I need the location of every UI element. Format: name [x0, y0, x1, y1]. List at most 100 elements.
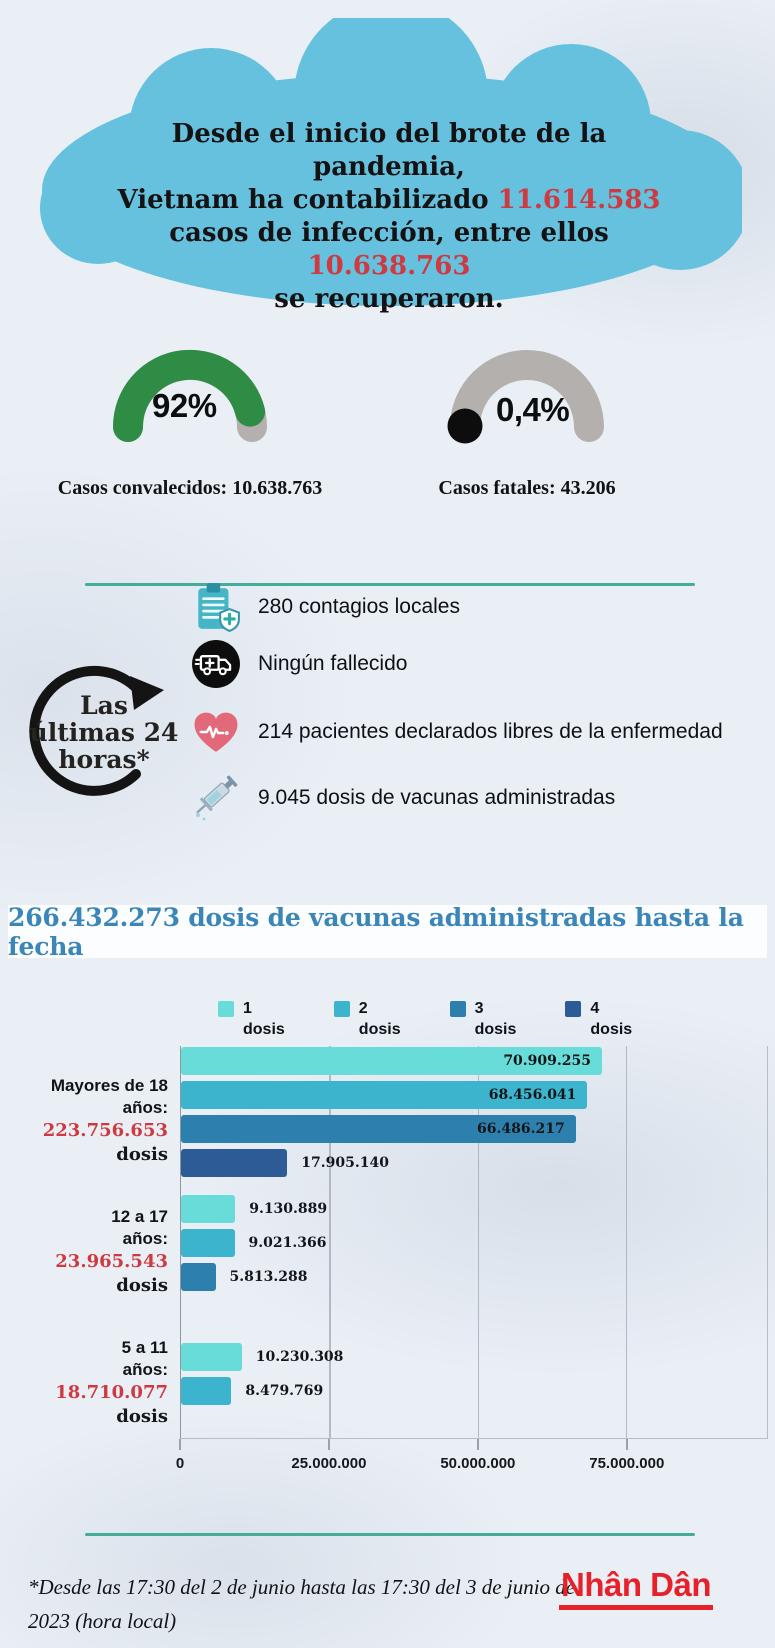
group-name-line: años:	[122, 1360, 168, 1379]
legend-label-top: 3	[474, 1000, 484, 1017]
gauge-value-arc	[112, 349, 266, 442]
footnote-line-2: 2023 (hora local)	[28, 1609, 177, 1633]
total-cases-number: 11.614.583	[497, 185, 661, 215]
stat-deaths: Ningún fallecido	[258, 652, 408, 675]
bar-value-label: 17.905.140	[301, 1154, 389, 1171]
group-total-suffix: dosis	[116, 1275, 168, 1296]
bar-1-dosis: 70.909.255	[181, 1046, 602, 1075]
section-divider-bottom	[85, 1533, 695, 1536]
legend-label: 1 dosis	[243, 998, 285, 1046]
legend-item-2-dosis: 2 dosis	[333, 998, 401, 1046]
legend-swatch-icon	[565, 1001, 582, 1017]
chart-legend: 1 dosis 2 dosis 3 dosis 4 dosis	[180, 998, 768, 1046]
bar-1-dosis: 10.230.308	[181, 1342, 343, 1371]
recovered-gauge-arc-icon	[112, 349, 267, 442]
cloud-shape-icon	[40, 18, 742, 306]
bar-3-dosis: 66.486.217	[181, 1114, 576, 1143]
heart-ekg-icon	[188, 709, 244, 756]
legend-label: 4 dosis	[590, 998, 632, 1046]
gridline	[477, 1046, 480, 1438]
footnote: *Desde las 17:30 del 2 de junio hasta la…	[28, 1570, 588, 1638]
bar-value-label: 10.230.308	[255, 1348, 344, 1365]
bar-2-dosis: 9.021.366	[181, 1228, 326, 1257]
legend-label-bottom: dosis	[474, 1021, 517, 1038]
x-tick-label: 75.000.000	[589, 1455, 665, 1472]
group-total-suffix: dosis	[116, 1144, 168, 1165]
group-total: 18.710.077 dosis	[0, 1381, 168, 1429]
bar-value-label: 66.486.217	[477, 1120, 565, 1137]
bar-3-dosis: 5.813.288	[181, 1262, 307, 1291]
fatal-gauge-arc-icon	[447, 350, 604, 444]
group-total: 223.756.653 dosis	[0, 1119, 168, 1167]
pandemic-summary-cloud: Desde el inicio del brote de la pandemia…	[36, 18, 742, 318]
group-name-line: años:	[122, 1229, 168, 1248]
group-total-suffix: dosis	[116, 1406, 168, 1427]
gauge-track	[450, 350, 604, 442]
summary-line-2: Vietnam ha contabilizado 11.614.583	[117, 185, 661, 215]
x-tick-mark	[328, 1439, 330, 1450]
legend-item-1-dosis: 1 dosis	[218, 998, 285, 1046]
x-tick-mark	[179, 1439, 181, 1450]
bar-group-0: 70.909.255 68.456.041 66.486.217 17.905.140	[181, 1046, 767, 1177]
group-total-number: 223.756.653	[42, 1120, 168, 1141]
chart-gridlines	[181, 1046, 767, 1438]
bar-value-label: 9.021.366	[248, 1234, 327, 1251]
legend-swatch-icon	[333, 1001, 350, 1017]
stat-recovered-patients: 214 pacientes declarados libres de la en…	[258, 720, 723, 743]
x-tick-mark	[477, 1439, 479, 1450]
summary-line-3: casos de infección, entre ellos 10.638.7…	[169, 218, 609, 281]
bar-value-label: 70.909.255	[503, 1052, 591, 1069]
x-tick-mark	[626, 1439, 628, 1450]
y-label-group-0: Mayores de 18 años: 223.756.653 dosis	[0, 1046, 180, 1177]
last-24h-label-group: Las últimas 24 horas*	[14, 640, 194, 820]
stat-row-deaths: Ningún fallecido	[188, 636, 407, 692]
legend-label: 2 dosis	[359, 998, 401, 1046]
legend-item-4-dosis: 4 dosis	[565, 998, 632, 1046]
ambulance-icon	[188, 639, 244, 689]
group-name-line: 5 a 11	[121, 1338, 168, 1357]
group-name-line: años:	[122, 1098, 168, 1117]
legend-swatch-icon	[449, 1001, 466, 1017]
bar-value-label: 68.456.041	[488, 1086, 577, 1103]
footnote-line-1: *Desde las 17:30 del 2 de junio hasta la…	[28, 1575, 576, 1599]
pandemic-summary-text: Desde el inicio del brote de la pandemia…	[96, 118, 682, 316]
chart-plot-area: 70.909.255 68.456.041 66.486.217 17.905.140…	[180, 1046, 768, 1439]
bar-1-dosis: 9.130.889	[181, 1194, 327, 1223]
legend-label-bottom: dosis	[243, 1021, 285, 1038]
recovered-gauge: 92% Casos convalecidos: 10.638.763	[20, 335, 360, 500]
stat-row-recovered-patients: 214 pacientes declarados libres de la en…	[188, 704, 723, 760]
bar-group-1: 9.130.889 9.021.366 5.813.288	[181, 1177, 767, 1308]
group-name-line: 12 a 17	[111, 1207, 168, 1226]
bar-value-label: 8.479.769	[245, 1382, 324, 1399]
legend-label-top: 2	[358, 1000, 368, 1017]
fatal-caption: Casos fatales: 43.206	[438, 477, 616, 499]
recovered-percent: 92%	[152, 387, 217, 424]
nhan-dan-logo: Nhân Dân	[558, 1566, 713, 1610]
bar-4-dosis: 17.905.140	[181, 1148, 389, 1177]
last-24h-title: Las últimas 24 horas*	[29, 691, 179, 774]
circular-arrow-icon	[29, 665, 164, 796]
legend-label-bottom: dosis	[590, 1021, 633, 1038]
gauge-value-dot	[447, 408, 483, 444]
legend-label-top: 1	[243, 1000, 252, 1017]
y-label-group-1: 12 a 17 años: 23.965.543 dosis	[0, 1177, 180, 1308]
summary-line-4: se recuperaron.	[274, 284, 504, 314]
fatal-gauge: 0,4% Casos fatales: 43.206	[357, 335, 697, 500]
x-tick-label: 50.000.000	[440, 1455, 516, 1472]
legend-label: 3 dosis	[475, 998, 517, 1046]
bar-2-dosis: 8.479.769	[181, 1376, 323, 1405]
stat-doses: 9.045 dosis de vacunas administradas	[258, 786, 616, 809]
vaccination-title: 266.432.273 dosis de vacunas administrad…	[8, 902, 744, 961]
chart-y-labels: Mayores de 18 años: 223.756.653 dosis 12 a …	[0, 1046, 180, 1439]
group-total-number: 23.965.543	[55, 1251, 168, 1272]
legend-label-bottom: dosis	[358, 1021, 401, 1038]
clipboard-report-icon	[188, 581, 244, 633]
y-label-group-2: 5 a 11 años: 18.710.077 dosis	[0, 1308, 180, 1439]
stat-local-cases: 280 contagios locales	[258, 595, 460, 618]
gridline	[329, 1046, 331, 1438]
group-total-number: 18.710.077	[55, 1382, 168, 1403]
vaccination-bar-chart: 1 dosis 2 dosis 3 dosis 4 dosis Mayores de 18 añ…	[0, 998, 775, 1501]
group-total: 23.965.543 dosis	[0, 1250, 168, 1298]
bar-value-label: 9.130.889	[249, 1200, 328, 1217]
